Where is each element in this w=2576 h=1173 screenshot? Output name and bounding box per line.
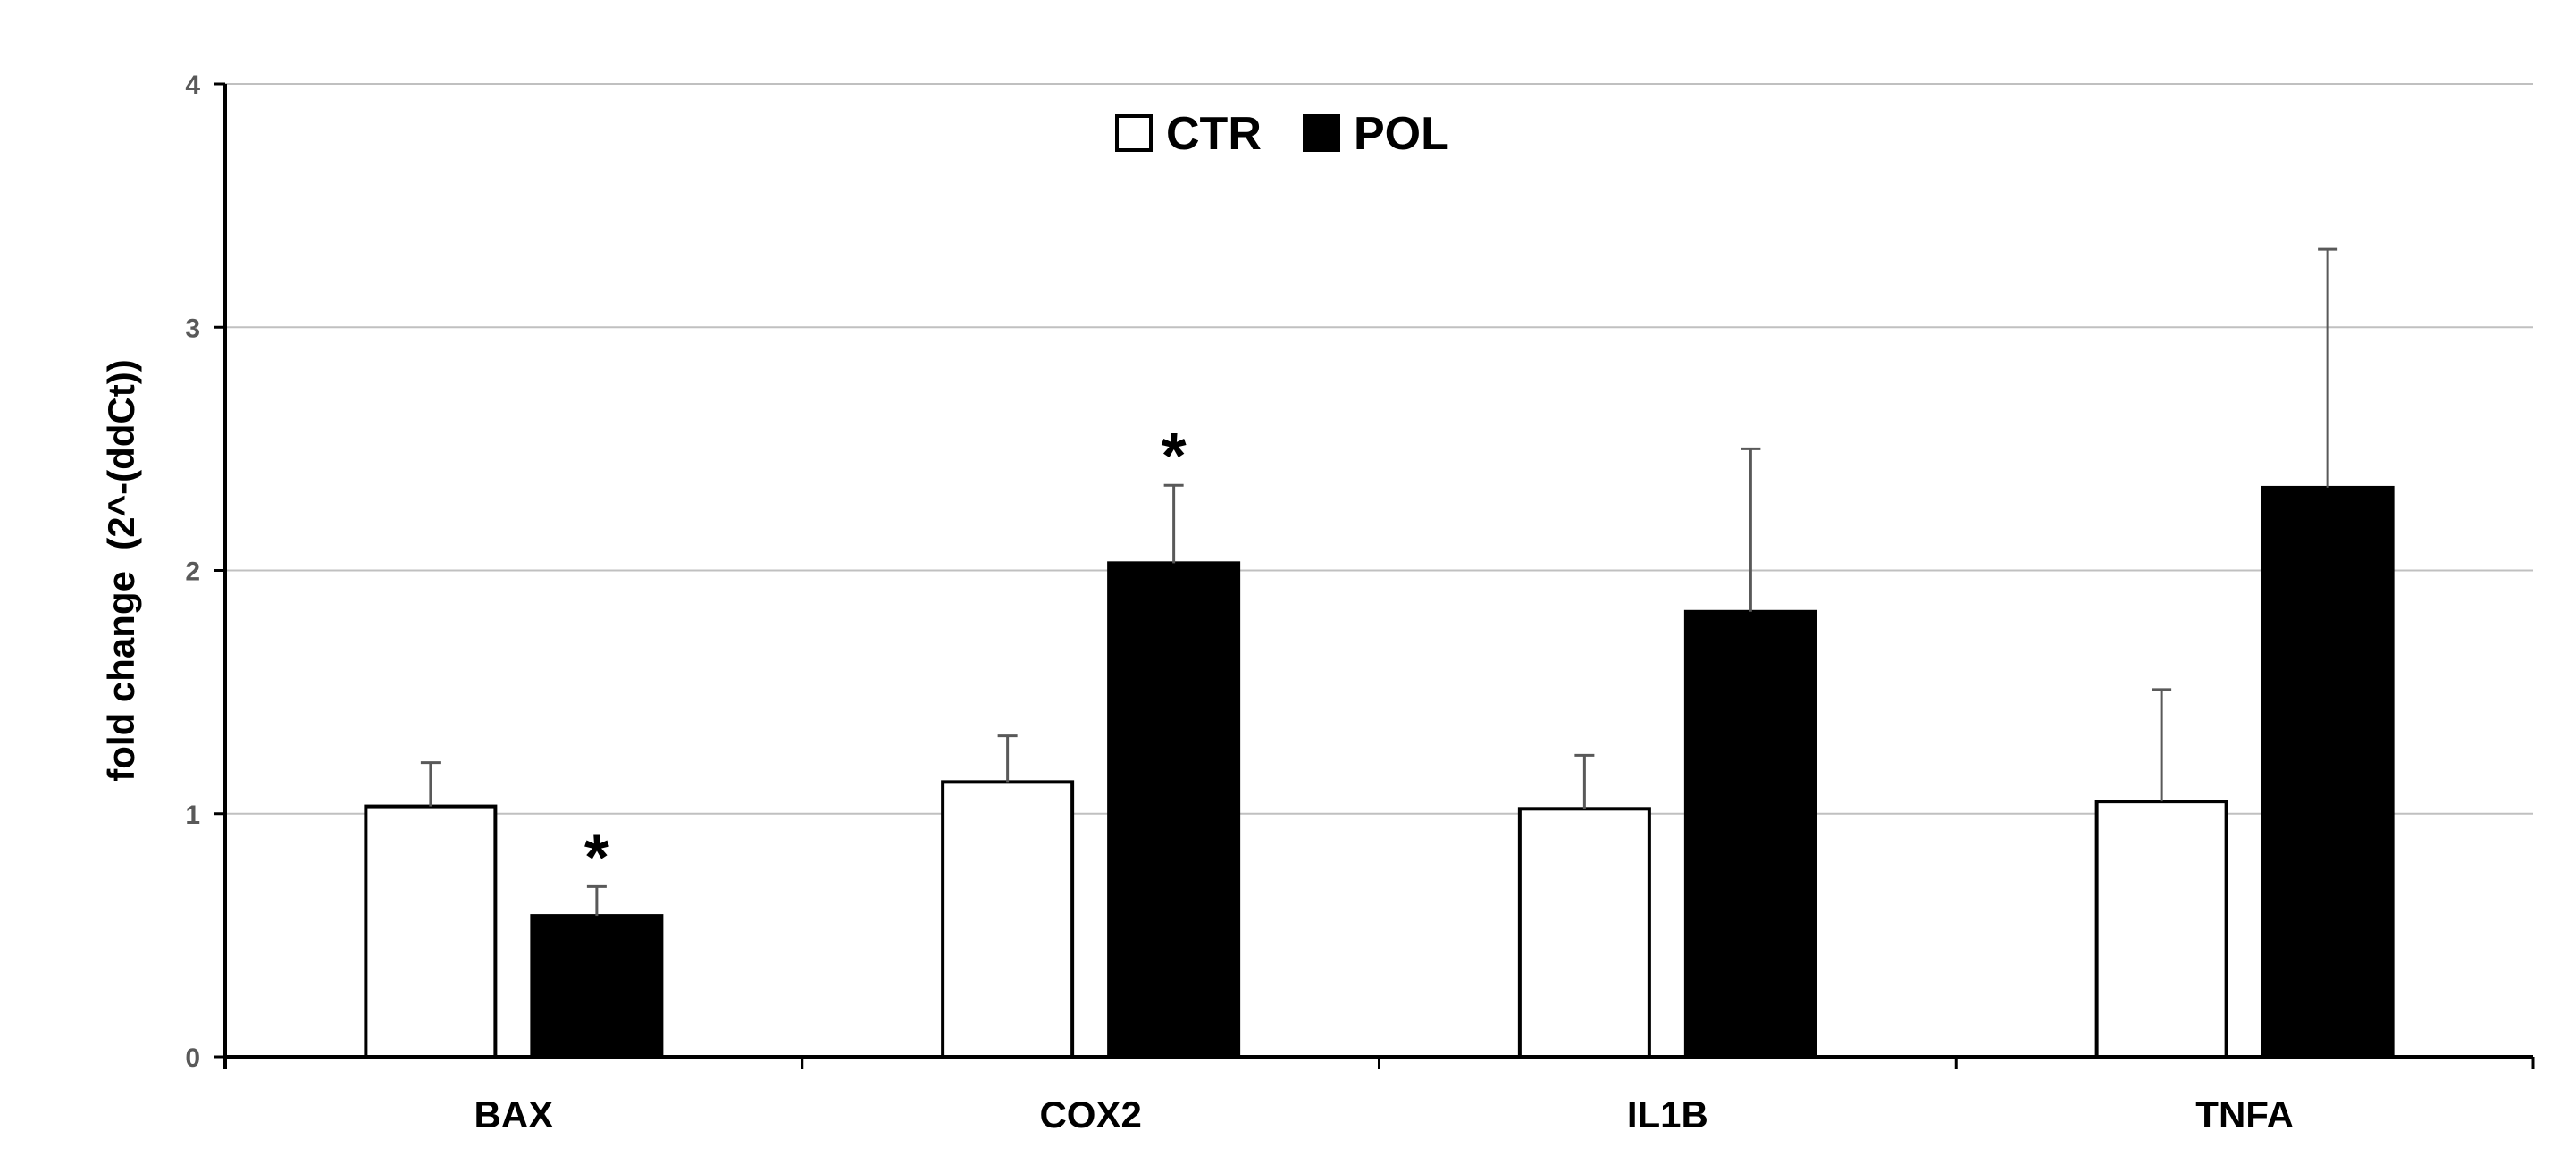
error-bars: [420, 247, 2338, 917]
bar-pol-tnfa: [2261, 485, 2395, 1059]
y-tick-label: 3: [185, 314, 200, 343]
y-tick-label: 1: [185, 800, 200, 830]
y-tick-label: 4: [185, 71, 200, 100]
bar-pol-bax: [530, 914, 664, 1059]
significance-marker: *: [584, 822, 609, 893]
gridlines: [225, 83, 2533, 815]
y-tick-label: 2: [185, 557, 200, 587]
y-tick-label: 0: [185, 1043, 200, 1073]
bar-pol-il1b: [1683, 609, 1817, 1059]
legend-swatch-ctr: [1115, 114, 1153, 152]
x-category-label: IL1B: [1627, 1093, 1708, 1135]
bar-ctr-tnfa: [2094, 800, 2228, 1059]
bar-pol-cox2: [1107, 561, 1241, 1059]
legend-label-pol: POL: [1354, 108, 1449, 160]
y-axis-label: fold change (2^-(ddCt)): [100, 359, 142, 781]
x-category-label: BAX: [474, 1093, 554, 1135]
legend: CTR POL: [1115, 108, 1449, 160]
significance-marker: *: [1162, 421, 1187, 492]
bar-ctr-bax: [364, 804, 498, 1060]
legend-label-ctr: CTR: [1166, 108, 1262, 160]
bars: [364, 485, 2395, 1060]
bar-ctr-cox2: [941, 780, 1075, 1059]
axes: [214, 82, 2535, 1069]
legend-swatch-pol: [1303, 114, 1340, 152]
axis-labels: 0 1 2 3 4 * BAX * COX2 IL1B TNFA fold change (2^-(d…: [100, 71, 2294, 1135]
bar-ctr-il1b: [1517, 807, 1651, 1059]
x-category-label: COX2: [1039, 1093, 1141, 1135]
x-category-label: TNFA: [2195, 1093, 2294, 1135]
